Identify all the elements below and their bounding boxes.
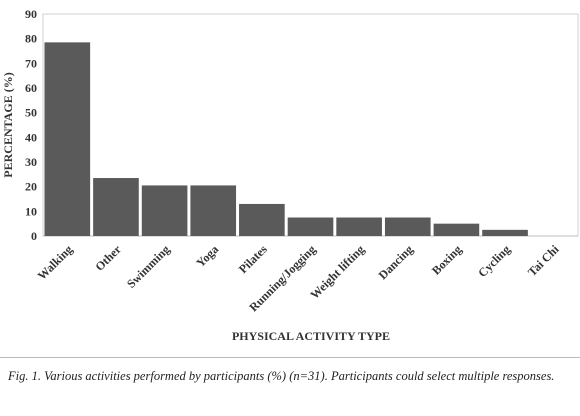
- bar-cycling: [482, 229, 528, 236]
- caption-label: Fig. 1.: [8, 369, 41, 383]
- y-axis-label: PERCENTAGE (%): [1, 72, 15, 177]
- y-tick-label: 90: [25, 7, 37, 21]
- y-tick-label: 20: [25, 180, 37, 194]
- bar-running-jogging: [287, 217, 334, 236]
- bar-pilates: [239, 203, 285, 236]
- y-tick-label: 0: [31, 229, 37, 243]
- x-tick-label: Cycling: [475, 242, 513, 280]
- y-tick-label: 10: [25, 204, 37, 218]
- y-tick-label: 70: [25, 56, 37, 70]
- bars: [44, 42, 528, 236]
- x-tick-label: Swimming: [124, 242, 173, 291]
- x-axis-category-labels: Walking Other Swimming Yoga PilatesRunning/J…: [35, 242, 562, 315]
- x-axis-label: PHYSICAL ACTIVITY TYPE: [232, 329, 390, 343]
- caption-divider: [0, 357, 580, 358]
- y-tick-label: 50: [25, 106, 37, 120]
- bar-swimming: [141, 185, 188, 236]
- x-tick-label: Yoga: [193, 242, 221, 270]
- bar-other: [93, 178, 139, 236]
- x-tick-label: Boxing: [429, 242, 464, 277]
- bar-weight-lifting: [336, 217, 382, 236]
- bar-boxing: [433, 223, 480, 236]
- y-axis-ticks: 0 10 20 30 40 50 60 70 80 90: [25, 7, 37, 243]
- caption-text: Various activities performed by particip…: [44, 369, 555, 383]
- x-tick-label: Dancing: [376, 242, 416, 282]
- bar-chart: 0 10 20 30 40 50 60 70 80 90 Walking Other Swimming…: [1, 7, 579, 343]
- y-tick-label: 40: [25, 130, 37, 144]
- x-tick-label: Tai Chi: [525, 242, 562, 279]
- y-tick-label: 80: [25, 32, 37, 46]
- x-tick-label: Walking: [35, 242, 76, 283]
- bar-yoga: [190, 185, 237, 236]
- x-tick-label: Pilates: [236, 242, 270, 276]
- x-tick-label: Other: [92, 242, 124, 274]
- bar-walking: [44, 42, 91, 236]
- y-tick-label: 30: [25, 155, 37, 169]
- bar-dancing: [384, 217, 431, 236]
- y-tick-label: 60: [25, 81, 37, 95]
- figure-caption: Fig. 1. Various activities performed by …: [8, 368, 576, 385]
